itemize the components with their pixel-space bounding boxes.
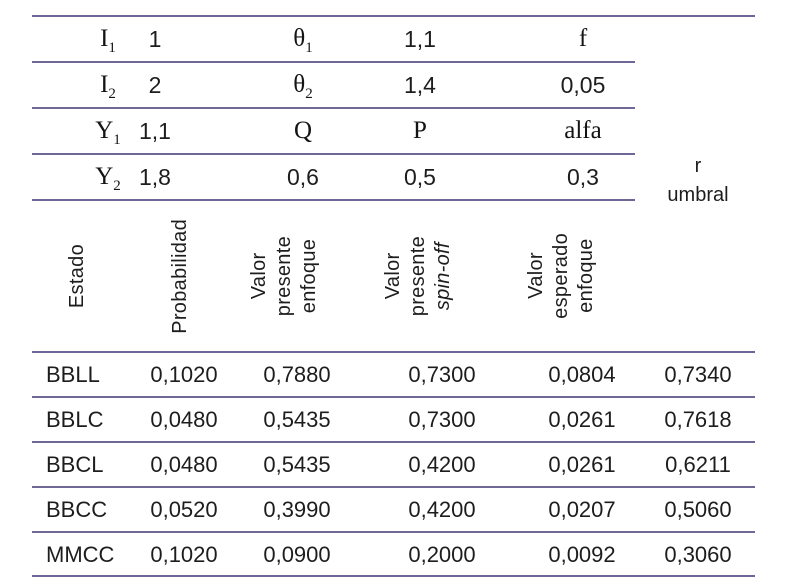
param-value: 1,1 (139, 118, 171, 144)
header-line: presente (406, 235, 429, 317)
probabilidad-cell: 0,1020 (150, 542, 218, 567)
valor-presente-spin-off-cell: 0,4200 (408, 452, 476, 477)
param-value: 1,8 (139, 164, 171, 190)
r-umbral-cell: 0,5060 (664, 497, 732, 522)
valor-esperado-enfoque-cell: 0,0261 (548, 407, 616, 432)
header-line: Estado (65, 243, 88, 309)
param-symbol: θ2 (293, 71, 313, 102)
valor-esperado-enfoque-cell: 0,0804 (548, 362, 616, 387)
estado-cell: BBLL (46, 362, 100, 387)
param-row-divider (32, 61, 635, 63)
param-row-i1: I1 1 θ1 1,1 f (0, 17, 798, 61)
estado-cell: BBCL (46, 452, 104, 477)
table-row: BBCC 0,0520 0,3990 0,4200 0,0207 0,5060 (0, 488, 798, 531)
column-header-valor-presente-enfoque: Valor presente enfoque (244, 202, 324, 350)
data-row-divider (32, 531, 755, 533)
column-header-valor-presente-spin-off: Valor presente spin-off (378, 202, 458, 350)
header-line: Valor (247, 252, 270, 300)
valor-presente-enfoque-cell: 0,3990 (263, 497, 331, 522)
param-symbol: Q (293, 117, 313, 144)
table-row: BBCL 0,0480 0,5435 0,4200 0,0261 0,6211 (0, 443, 798, 486)
param-value: 2 (148, 72, 162, 98)
valor-esperado-enfoque-cell: 0,0207 (548, 497, 616, 522)
valor-esperado-enfoque-cell: 0,0092 (548, 542, 616, 567)
header-line: Valor (524, 252, 547, 300)
data-row-divider (32, 441, 755, 443)
param-value: 1,1 (404, 26, 436, 52)
valor-presente-spin-off-cell: 0,4200 (408, 497, 476, 522)
probabilidad-cell: 0,0480 (150, 407, 218, 432)
table-row: BBLL 0,1020 0,7880 0,7300 0,0804 0,7340 (0, 353, 798, 396)
valor-presente-enfoque-cell: 0,7880 (263, 362, 331, 387)
estado-cell: BBCC (46, 497, 108, 522)
param-value: 1 (148, 26, 162, 52)
r-umbral-line1: r (694, 155, 702, 177)
param-value: 0,3 (567, 164, 599, 190)
valor-esperado-enfoque-cell: 0,0261 (548, 452, 616, 477)
param-symbol: I1 (100, 25, 116, 56)
param-row-i2: I2 2 θ2 1,4 0,05 (0, 63, 798, 107)
column-header-probabilidad: Probabilidad (148, 202, 212, 350)
param-row-y2: Y2 1,8 0,6 0,5 0,3 (0, 155, 798, 199)
param-symbol: Y2 (95, 163, 121, 194)
valor-presente-spin-off-cell: 0,7300 (408, 362, 476, 387)
probabilidad-cell: 0,1020 (150, 362, 218, 387)
r-umbral-cell: 0,6211 (665, 452, 731, 477)
param-row-divider (32, 199, 635, 201)
header-line: presente (272, 235, 295, 317)
r-umbral-cell: 0,7618 (664, 407, 732, 432)
data-row-divider (32, 396, 755, 398)
header-line: Valor (381, 252, 404, 300)
header-line: esperado (549, 233, 572, 319)
valor-presente-enfoque-cell: 0,5435 (263, 407, 331, 432)
table-row: BBLC 0,0480 0,5435 0,7300 0,0261 0,7618 (0, 398, 798, 441)
valor-presente-enfoque-cell: 0,0900 (263, 542, 331, 567)
column-header-estado: Estado (45, 202, 109, 350)
probabilidad-cell: 0,0480 (150, 452, 218, 477)
param-row-divider (32, 107, 635, 109)
header-line: enfoque (297, 238, 320, 314)
valor-presente-spin-off-cell: 0,2000 (408, 542, 476, 567)
estado-cell: BBLC (46, 407, 104, 432)
param-row-divider (32, 153, 635, 155)
param-symbol: θ1 (293, 25, 313, 56)
valor-presente-enfoque-cell: 0,5435 (263, 452, 331, 477)
param-value: 0,5 (404, 164, 436, 190)
r-umbral-line2: umbral (667, 184, 729, 206)
r-umbral-cell: 0,7340 (664, 362, 732, 387)
r-umbral-label: r umbral (640, 152, 756, 210)
data-row-divider (32, 486, 755, 488)
estado-cell: MMCC (46, 542, 115, 567)
r-umbral-cell: 0,3060 (664, 542, 732, 567)
valor-presente-spin-off-cell: 0,7300 (408, 407, 476, 432)
probabilidad-cell: 0,0520 (150, 497, 218, 522)
top-divider (32, 15, 755, 17)
column-header-valor-esperado-enfoque: Valor esperado enfoque (521, 202, 601, 350)
param-value: 1,4 (404, 72, 436, 98)
table-row: MMCC 0,1020 0,0900 0,2000 0,0092 0,3060 (0, 533, 798, 576)
param-row-y1: Y1 1,1 Q P alfa (0, 109, 798, 153)
header-bottom-divider (32, 351, 755, 353)
param-symbol: f (578, 25, 588, 52)
param-symbol: Y1 (95, 117, 121, 148)
param-symbol: P (413, 117, 427, 144)
header-line: Probabilidad (168, 218, 191, 334)
param-symbol: I2 (100, 71, 116, 102)
header-line: enfoque (574, 238, 597, 314)
param-symbol: alfa (564, 117, 602, 144)
param-value: 0,05 (560, 72, 606, 98)
bottom-divider (32, 575, 755, 577)
param-value: 0,6 (287, 164, 319, 190)
header-line: spin-off (431, 242, 454, 310)
